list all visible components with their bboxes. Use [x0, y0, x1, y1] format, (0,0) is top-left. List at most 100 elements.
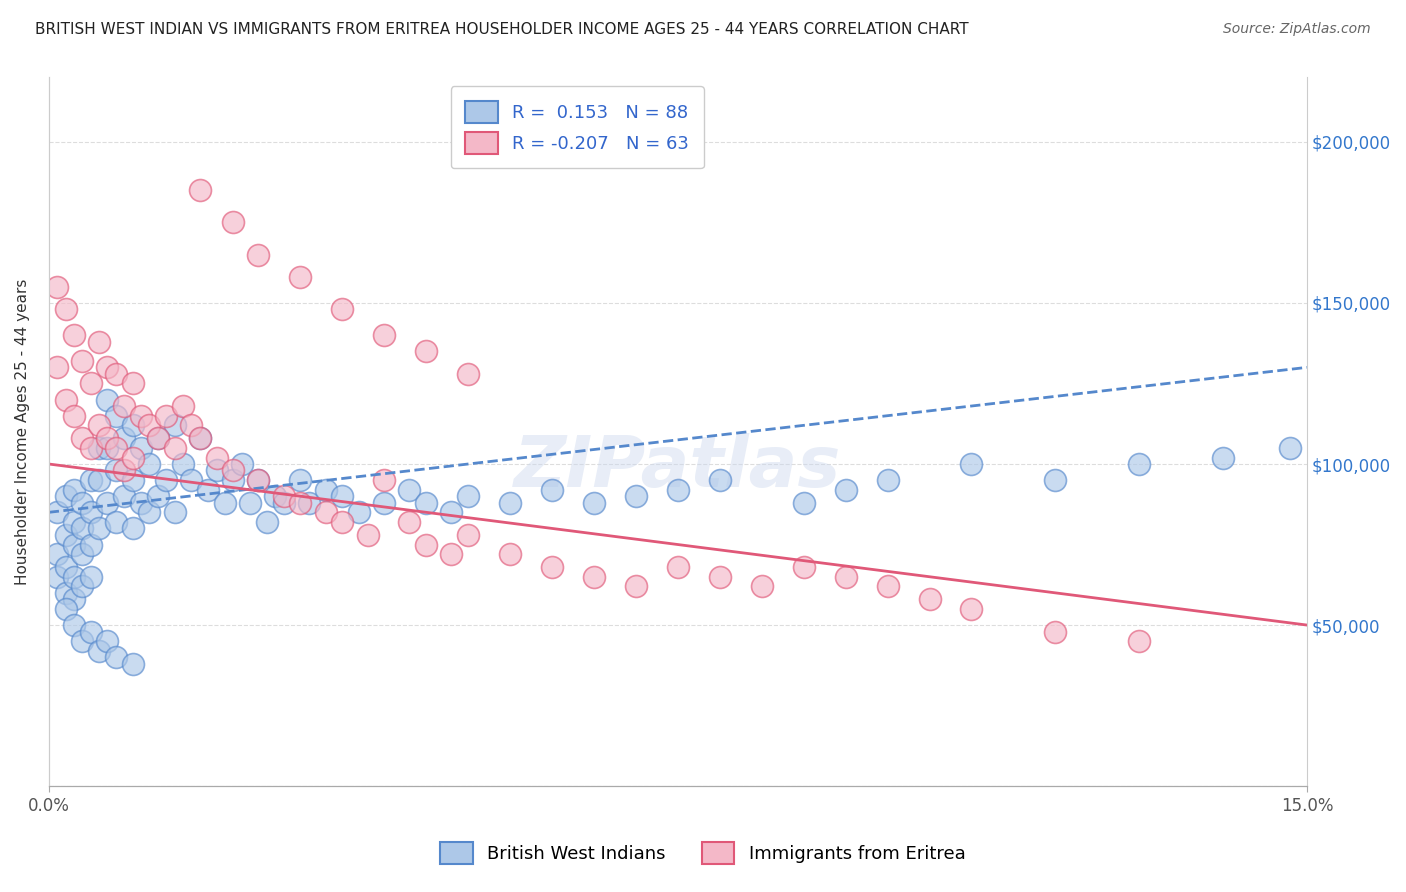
Point [138, 418, 160, 433]
Point [457, 367, 479, 381]
Point [104, 441, 127, 455]
Point [1045, 473, 1067, 487]
Point [55, 489, 77, 503]
Point [960, 457, 983, 471]
Point [290, 473, 312, 487]
Point [72, 521, 94, 535]
Point [222, 463, 245, 477]
Point [129, 409, 152, 423]
Point [330, 302, 353, 317]
Point [55, 392, 77, 407]
Point [96, 392, 118, 407]
Point [96, 360, 118, 375]
Point [129, 441, 152, 455]
Point [290, 270, 312, 285]
Point [440, 505, 463, 519]
Point [46, 360, 69, 375]
Text: Source: ZipAtlas.com: Source: ZipAtlas.com [1223, 22, 1371, 37]
Point [457, 528, 479, 542]
Point [112, 431, 135, 445]
Point [155, 473, 177, 487]
Point [163, 418, 186, 433]
Point [373, 328, 395, 343]
Point [330, 489, 353, 503]
Point [398, 483, 420, 497]
Point [1128, 634, 1150, 648]
Point [499, 547, 522, 561]
Point [247, 247, 270, 261]
Point [582, 496, 605, 510]
Point [112, 463, 135, 477]
Point [666, 560, 689, 574]
Point [72, 579, 94, 593]
Point [104, 515, 127, 529]
Point [87, 418, 110, 433]
Point [373, 473, 395, 487]
Point [205, 463, 228, 477]
Point [87, 521, 110, 535]
Point [63, 570, 86, 584]
Point [72, 431, 94, 445]
Point [1279, 441, 1302, 455]
Point [80, 376, 103, 391]
Point [330, 515, 353, 529]
Point [457, 489, 479, 503]
Point [112, 399, 135, 413]
Point [356, 528, 378, 542]
Point [155, 409, 177, 423]
Point [96, 431, 118, 445]
Point [172, 399, 194, 413]
Point [273, 489, 295, 503]
Point [46, 570, 69, 584]
Point [80, 624, 103, 639]
Point [666, 483, 689, 497]
Point [541, 560, 564, 574]
Point [834, 570, 856, 584]
Point [80, 441, 103, 455]
Point [188, 431, 211, 445]
Point [163, 505, 186, 519]
Point [96, 441, 118, 455]
Point [239, 496, 262, 510]
Point [146, 431, 169, 445]
Point [121, 521, 143, 535]
Point [121, 473, 143, 487]
Point [63, 592, 86, 607]
Point [63, 409, 86, 423]
Point [256, 515, 278, 529]
Point [247, 473, 270, 487]
Point [46, 280, 69, 294]
Point [104, 463, 127, 477]
Point [709, 473, 731, 487]
Point [129, 496, 152, 510]
Point [582, 570, 605, 584]
Legend: R =  0.153   N = 88, R = -0.207   N = 63: R = 0.153 N = 88, R = -0.207 N = 63 [451, 87, 703, 169]
Point [298, 496, 321, 510]
Point [138, 505, 160, 519]
Point [415, 496, 437, 510]
Point [55, 586, 77, 600]
Point [541, 483, 564, 497]
Point [138, 457, 160, 471]
Point [624, 579, 647, 593]
Point [63, 515, 86, 529]
Point [1128, 457, 1150, 471]
Point [72, 547, 94, 561]
Point [499, 496, 522, 510]
Point [46, 505, 69, 519]
Point [1212, 450, 1234, 465]
Point [188, 431, 211, 445]
Point [290, 496, 312, 510]
Point [46, 547, 69, 561]
Point [960, 602, 983, 616]
Point [918, 592, 941, 607]
Point [121, 657, 143, 671]
Point [264, 489, 287, 503]
Point [146, 489, 169, 503]
Point [80, 505, 103, 519]
Point [163, 441, 186, 455]
Point [415, 537, 437, 551]
Point [55, 560, 77, 574]
Text: ZIPatlas: ZIPatlas [515, 433, 842, 501]
Point [315, 483, 337, 497]
